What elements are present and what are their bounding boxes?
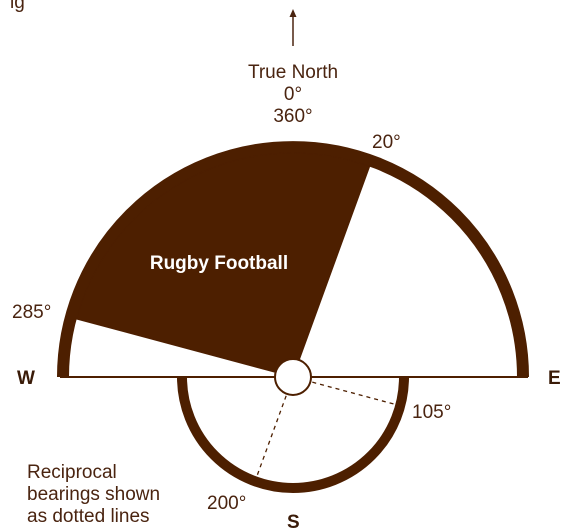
note-line-1: Reciprocal (27, 462, 117, 483)
north-360-degree-label: 360° (273, 106, 312, 127)
north-arrow-icon (289, 9, 297, 46)
south-label: S (287, 512, 300, 531)
upper-semicircle-outline (57, 141, 529, 378)
header-partial-text: ig (10, 0, 25, 13)
north-zero-degree-label: 0° (284, 84, 302, 105)
rugby-football-label: Rugby Football (150, 253, 288, 274)
true-north-label: True North (248, 62, 338, 83)
west-label: W (17, 368, 35, 389)
note-line-3: as dotted lines (27, 506, 150, 527)
bearing-200-label: 200° (207, 493, 246, 514)
bearing-105-label: 105° (412, 402, 451, 423)
center-circle (274, 358, 312, 396)
bearing-20-label: 20° (372, 132, 401, 153)
east-label: E (548, 368, 561, 389)
reciprocal-bearing-105-line (312, 381, 401, 407)
rugby-football-sector (75, 152, 371, 378)
reciprocal-bearing-200-line (254, 395, 287, 482)
note-line-2: bearings shown (27, 484, 160, 505)
lower-semicircle-outline (177, 376, 409, 493)
bearing-285-label: 285° (12, 302, 51, 323)
